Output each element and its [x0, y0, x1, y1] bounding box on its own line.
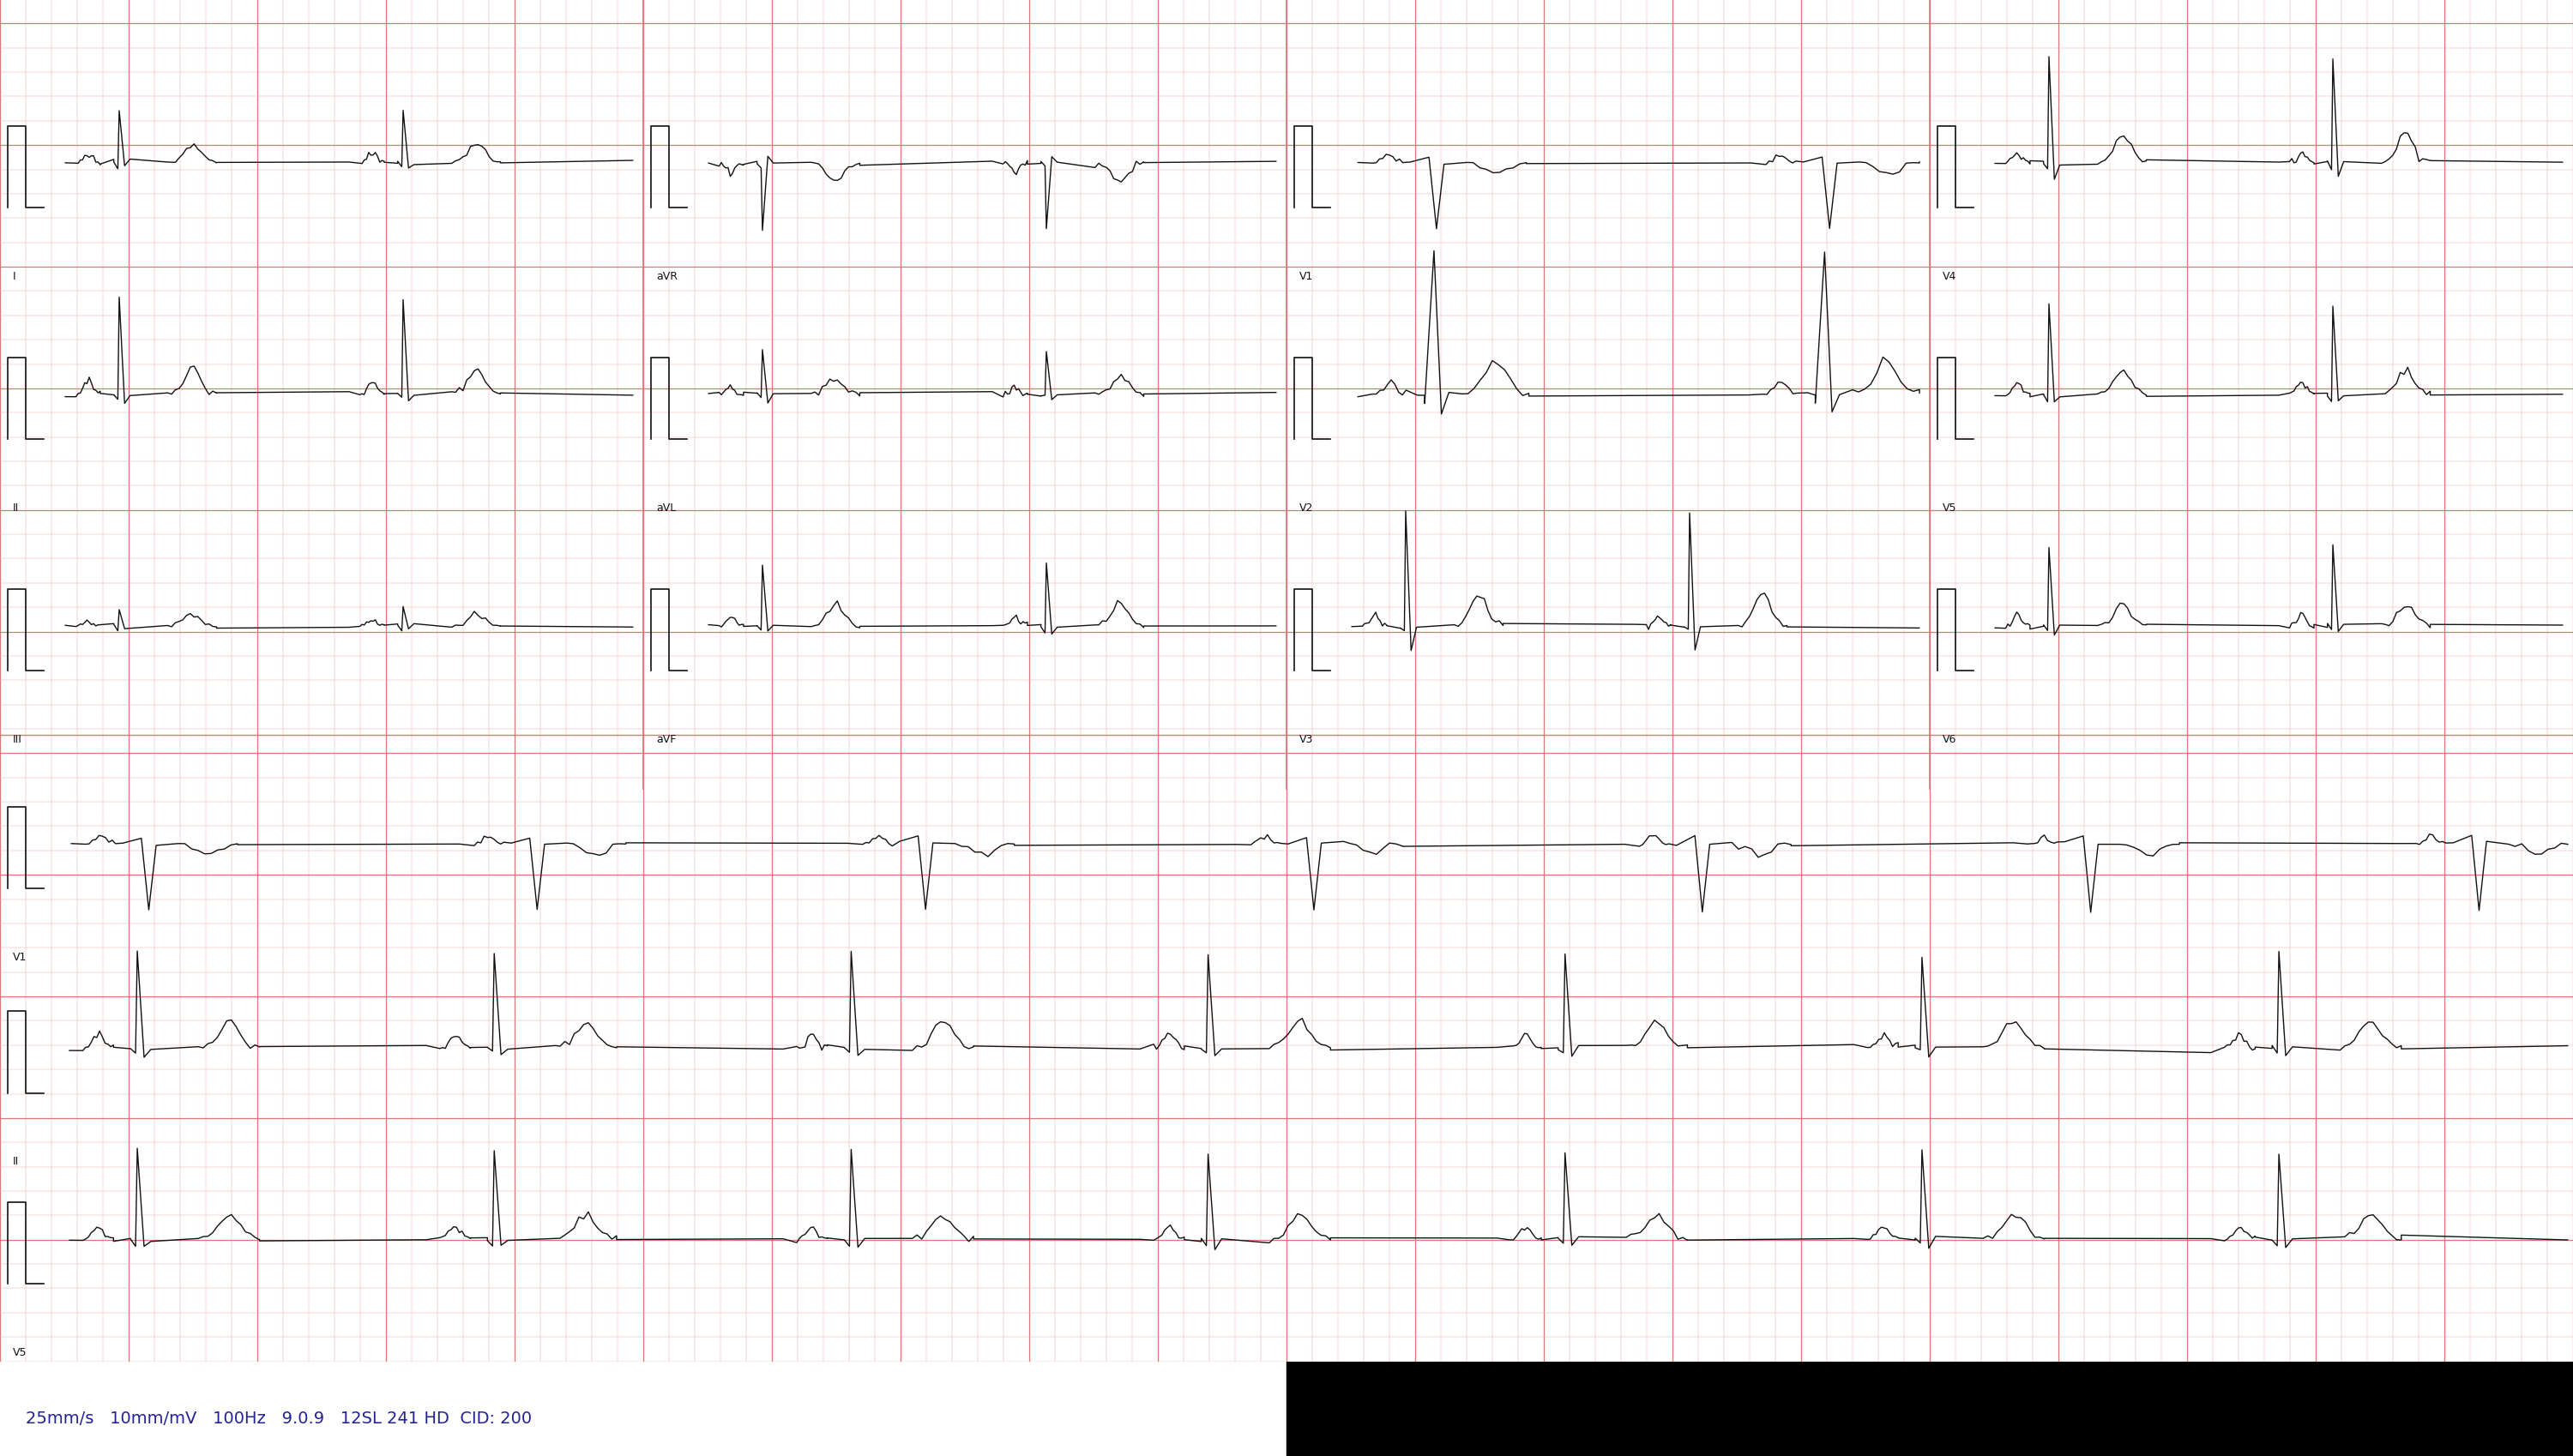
- Text: 25mm/s   10mm/mV   100Hz   9.0.9   12SL 241 HD  CID: 200: 25mm/s 10mm/mV 100Hz 9.0.9 12SL 241 HD C…: [26, 1409, 533, 1427]
- Text: V3: V3: [1299, 734, 1312, 744]
- Text: II: II: [13, 1156, 18, 1166]
- Text: III: III: [13, 734, 23, 744]
- Text: V5: V5: [13, 1345, 26, 1357]
- Text: aVR: aVR: [656, 271, 677, 281]
- Text: aVF: aVF: [656, 734, 677, 744]
- Text: I: I: [13, 271, 15, 281]
- Bar: [1286, 1361, 2573, 1456]
- Text: V5: V5: [1943, 502, 1955, 513]
- Text: V2: V2: [1299, 502, 1312, 513]
- Text: V1: V1: [1299, 271, 1312, 281]
- Text: V1: V1: [13, 951, 26, 962]
- Text: V4: V4: [1943, 271, 1955, 281]
- Text: aVL: aVL: [656, 502, 677, 513]
- Text: II: II: [13, 502, 18, 513]
- Text: V6: V6: [1943, 734, 1955, 744]
